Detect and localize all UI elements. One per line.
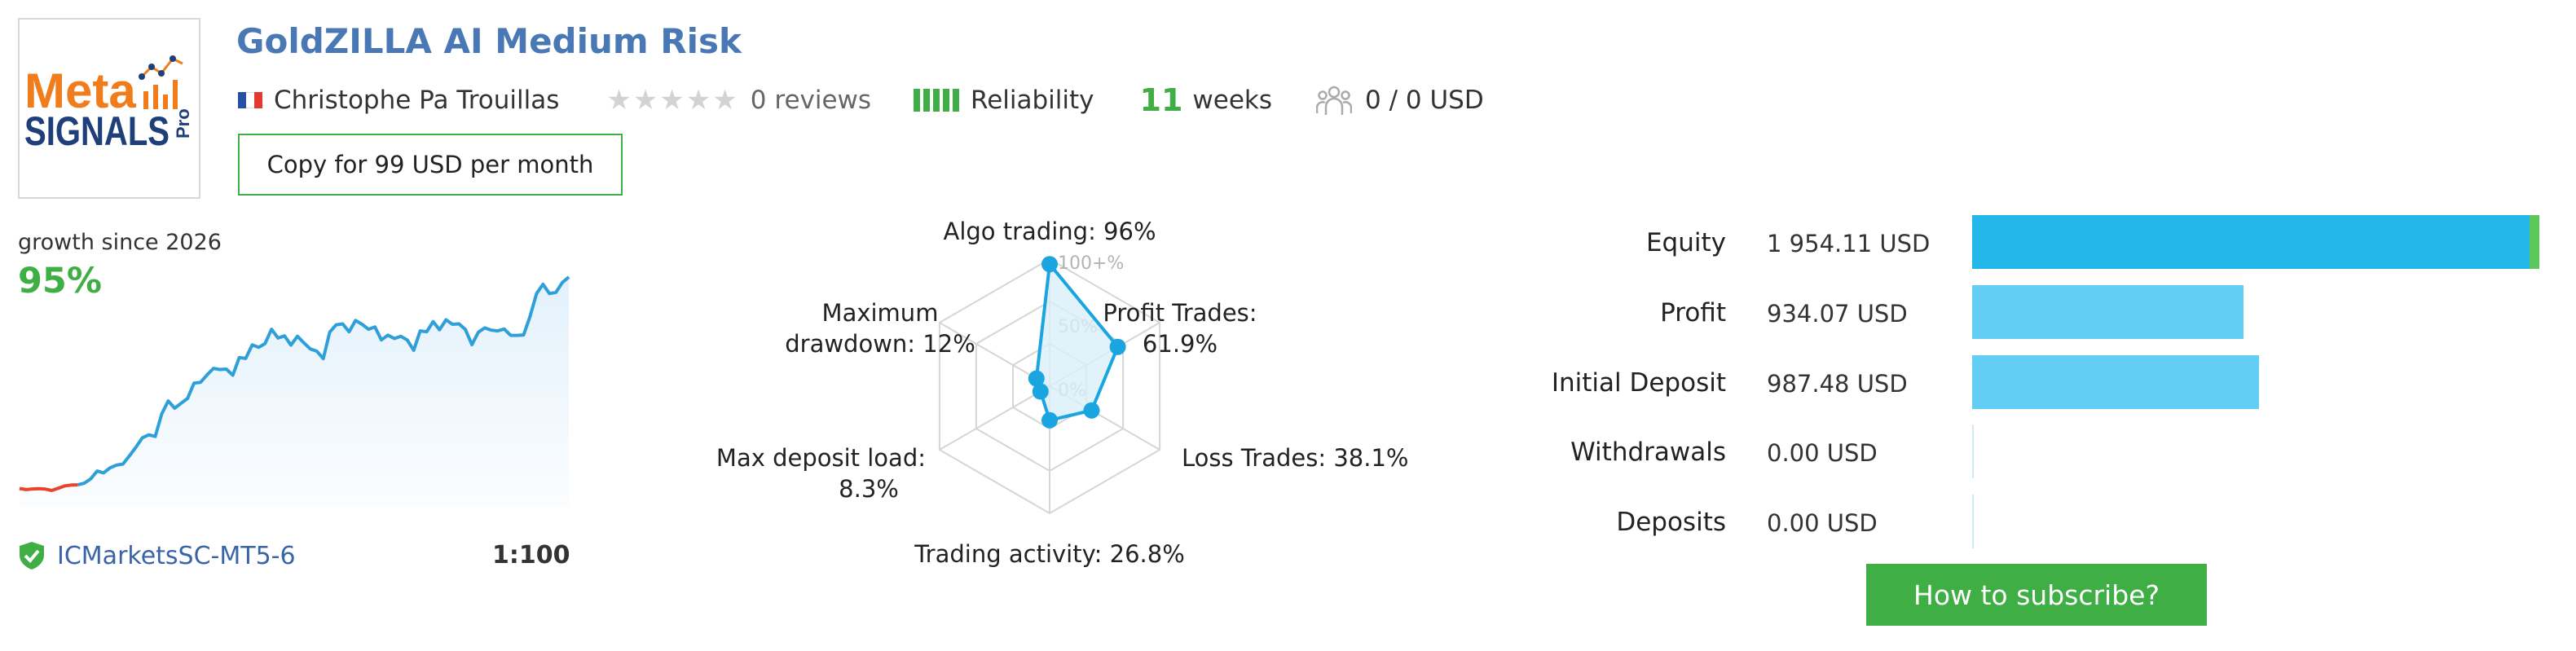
subscribers-icon <box>1316 84 1353 117</box>
radar-tick-label: 100+% <box>1058 253 1124 274</box>
france-flag-icon <box>238 92 262 108</box>
star-icon: ★ <box>632 84 658 117</box>
growth-value: 95% <box>18 261 102 301</box>
signal-title[interactable]: GoldZILLA AI Medium Risk <box>236 21 742 61</box>
radar-axis-label: Profit Trades: 61.9% <box>1103 299 1257 358</box>
radar-point-maximum-drawdown <box>1028 370 1045 387</box>
radar-point-max-deposit-load <box>1032 383 1049 400</box>
logo-meta-text: Meta <box>24 64 136 118</box>
radar-axis-line <box>939 385 1050 451</box>
verified-shield-icon <box>18 541 46 570</box>
radar-point-trading-activity <box>1041 411 1058 429</box>
signal-meta-row: Christophe Pa Trouillas ★ ★ ★ ★ ★ 0 revi… <box>238 81 1484 119</box>
logo-pro-badge: Pro <box>173 108 193 139</box>
reviews-link[interactable]: 0 reviews <box>750 86 872 115</box>
broker-link[interactable]: ICMarketsSC-MT5-6 <box>18 539 296 572</box>
radar-axis-label: Algo trading: 96% <box>943 218 1156 245</box>
growth-label: growth since 2026 <box>18 230 222 255</box>
reliability-bars-icon <box>914 89 962 112</box>
stat-label-withdrawals: Withdrawals <box>1570 438 1726 467</box>
stat-bar-initial-deposit <box>1972 355 2259 409</box>
radar-axis-label: Loss Trades: 38.1% <box>1182 444 1408 472</box>
growth-area <box>20 277 569 507</box>
weeks-number: 11 <box>1139 82 1183 118</box>
logo-signals-text: SIGNALS <box>24 108 170 154</box>
star-icon: ★ <box>712 84 738 117</box>
stat-value-deposits: 0.00 USD <box>1767 509 1878 537</box>
stat-label-profit: Profit <box>1660 298 1726 328</box>
reliability-label: Reliability <box>971 86 1094 115</box>
stat-value-equity: 1 954.11 USD <box>1767 230 1931 257</box>
radar-axis-label: Trading activity: 26.8% <box>914 540 1185 568</box>
stat-bar-accent <box>2530 215 2539 269</box>
stat-value-initial-deposit: 987.48 USD <box>1767 370 1908 398</box>
author-name[interactable]: Christophe Pa Trouillas <box>274 86 560 115</box>
trading-radar-chart: 0%50%100+%Algo trading: 96%Profit Trades… <box>716 218 1409 568</box>
radar-point-loss-trades <box>1083 402 1100 419</box>
radar-point-algo-trading <box>1041 256 1058 273</box>
stat-value-withdrawals: 0.00 USD <box>1767 439 1878 467</box>
stat-label-equity: Equity <box>1645 228 1726 257</box>
stat-bar-withdrawals <box>1972 424 1974 478</box>
metasignals-logo-icon: Meta SIGNALS Pro <box>24 55 193 154</box>
signal-logo[interactable]: Meta SIGNALS Pro <box>18 18 200 199</box>
growth-chart[interactable] <box>15 269 574 513</box>
stat-bar-deposits <box>1972 495 1974 548</box>
star-icon: ★ <box>606 84 632 117</box>
rating-stars[interactable]: ★ ★ ★ ★ ★ <box>606 86 738 114</box>
growth-line-positive <box>77 275 570 487</box>
subscribers-value: 0 / 0 USD <box>1365 86 1484 115</box>
radar-axis-label: Max deposit load: 8.3% <box>716 444 926 503</box>
growth-line-negative <box>19 483 78 492</box>
leverage-value: 1:100 <box>492 541 570 570</box>
star-icon: ★ <box>685 84 711 117</box>
broker-server-name: ICMarketsSC-MT5-6 <box>57 541 296 570</box>
star-icon: ★ <box>659 84 685 117</box>
radar-series-area <box>1034 262 1120 422</box>
copy-signal-button[interactable]: Copy for 99 USD per month <box>238 134 623 196</box>
how-to-subscribe-button[interactable]: How to subscribe? <box>1866 564 2207 626</box>
weeks-label: weeks <box>1192 86 1273 115</box>
radar-point-profit-trades <box>1109 338 1126 355</box>
stat-label-deposits: Deposits <box>1616 508 1726 537</box>
stat-bar-equity <box>1972 215 2539 269</box>
stat-bar-profit <box>1972 285 2244 339</box>
stat-label-initial-deposit: Initial Deposit <box>1551 368 1726 398</box>
stat-value-profit: 934.07 USD <box>1767 300 1908 328</box>
radar-axis-label: Maximum drawdown: 12% <box>785 299 975 358</box>
